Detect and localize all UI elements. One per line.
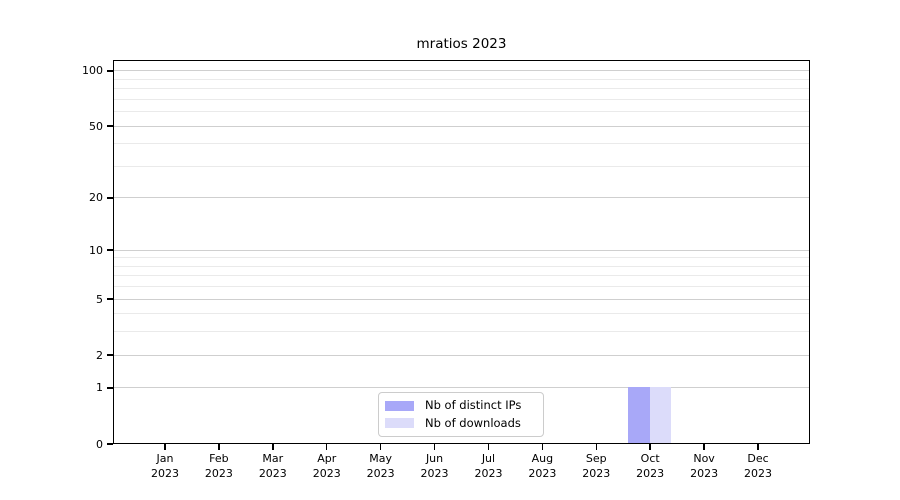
y-gridline-minor	[114, 257, 809, 259]
x-tick-year: 2023	[744, 467, 772, 480]
y-tick-label: 50	[89, 119, 103, 133]
x-tick-year: 2023	[636, 467, 665, 480]
x-tick-year: 2023	[690, 467, 719, 480]
y-gridline-minor	[114, 98, 809, 100]
x-tick-label: Feb 2023	[191, 451, 247, 481]
y-tick	[107, 70, 113, 72]
x-tick-label: Dec 2023	[730, 451, 786, 481]
y-tick-label: 2	[96, 348, 103, 362]
legend-swatch-distinct-ips-icon	[385, 400, 414, 411]
x-tick-month: Dec	[747, 452, 769, 465]
x-tick-label: Nov 2023	[676, 451, 732, 481]
x-tick	[325, 444, 328, 450]
x-tick	[164, 444, 166, 450]
y-gridline-major	[114, 249, 809, 251]
y-tick-label: 10	[89, 243, 103, 257]
y-tick	[107, 387, 113, 389]
x-tick-label: Jan 2023	[137, 451, 193, 481]
x-tick-year: 2023	[582, 467, 611, 480]
x-tick-label: Aug 2023	[514, 451, 570, 481]
y-gridline-major	[114, 298, 809, 300]
y-tick-label: 5	[96, 292, 103, 306]
y-gridline-minor	[114, 88, 809, 90]
y-gridline-minor	[114, 275, 809, 277]
x-tick-month: Feb	[209, 452, 229, 465]
x-tick-year: 2023	[204, 467, 233, 480]
y-gridline-minor	[114, 143, 809, 145]
y-gridline-major	[114, 125, 809, 127]
x-tick	[703, 444, 705, 450]
x-tick	[649, 444, 651, 450]
x-tick-month: Apr	[317, 452, 337, 465]
x-tick	[541, 444, 544, 450]
x-tick-label: Mar 2023	[245, 451, 301, 481]
y-gridline-minor	[114, 265, 809, 267]
x-tick	[487, 444, 490, 450]
legend-row-downloads: Nb of downloads	[385, 416, 535, 431]
x-tick-month: May	[369, 452, 392, 465]
y-gridline-major	[114, 354, 809, 356]
x-tick-label: Sep 2023	[568, 451, 624, 481]
x-tick-month: Mar	[262, 452, 284, 465]
x-tick-year: 2023	[151, 467, 179, 480]
x-tick-year: 2023	[366, 467, 395, 480]
x-tick-year: 2023	[528, 467, 557, 480]
x-tick-month: Oct	[640, 452, 660, 465]
y-tick	[107, 443, 113, 445]
y-tick	[107, 354, 113, 356]
y-tick	[107, 298, 113, 300]
chart-title: mratios 2023	[416, 36, 507, 52]
y-gridline-minor	[114, 165, 809, 167]
y-gridline-minor	[114, 331, 809, 333]
x-tick-year: 2023	[312, 467, 341, 480]
x-tick	[272, 444, 274, 450]
bar	[628, 387, 650, 444]
y-gridline-minor	[114, 111, 809, 113]
x-tick-year: 2023	[420, 467, 449, 480]
y-gridline-major	[114, 197, 809, 199]
x-tick	[757, 444, 759, 450]
x-tick-label: Oct 2023	[622, 451, 678, 481]
y-gridline-minor	[114, 313, 809, 315]
legend-label-distinct-ips: Nb of distinct IPs	[425, 398, 522, 413]
y-tick-label: 0	[96, 437, 103, 451]
legend: Nb of distinct IPs Nb of downloads	[378, 392, 544, 437]
y-tick	[107, 125, 113, 127]
x-tick-month: Jun	[425, 452, 444, 465]
y-gridline-major	[114, 387, 809, 389]
x-tick-label: Jul 2023	[460, 451, 516, 481]
x-tick-month: Sep	[585, 452, 607, 465]
y-tick	[107, 249, 113, 251]
y-gridline-minor	[114, 78, 809, 80]
y-gridline-major	[114, 70, 809, 72]
legend-label-downloads: Nb of downloads	[425, 415, 521, 430]
y-tick-label: 100	[82, 64, 103, 78]
y-tick-label: 1	[96, 381, 103, 395]
x-tick-label: Jun 2023	[407, 451, 463, 481]
x-tick	[433, 444, 436, 450]
bar	[649, 387, 672, 444]
x-tick-label: Apr 2023	[299, 451, 355, 481]
x-tick-month: Jan	[156, 452, 174, 465]
legend-swatch-downloads-icon	[385, 418, 414, 429]
y-tick-label: 20	[89, 191, 103, 205]
legend-row-distinct-ips: Nb of distinct IPs	[385, 398, 535, 413]
y-gridline-minor	[114, 286, 809, 288]
plot-area	[113, 60, 810, 444]
x-tick-year: 2023	[474, 467, 503, 480]
x-tick-month: Aug	[531, 452, 554, 465]
y-tick	[107, 197, 113, 199]
x-tick-month: Jul	[481, 452, 496, 465]
x-tick-label: May 2023	[353, 451, 409, 481]
x-tick	[218, 444, 220, 450]
x-tick-year: 2023	[258, 467, 287, 480]
x-tick	[595, 444, 598, 450]
x-tick-month: Nov	[693, 452, 715, 465]
x-tick	[379, 444, 382, 450]
